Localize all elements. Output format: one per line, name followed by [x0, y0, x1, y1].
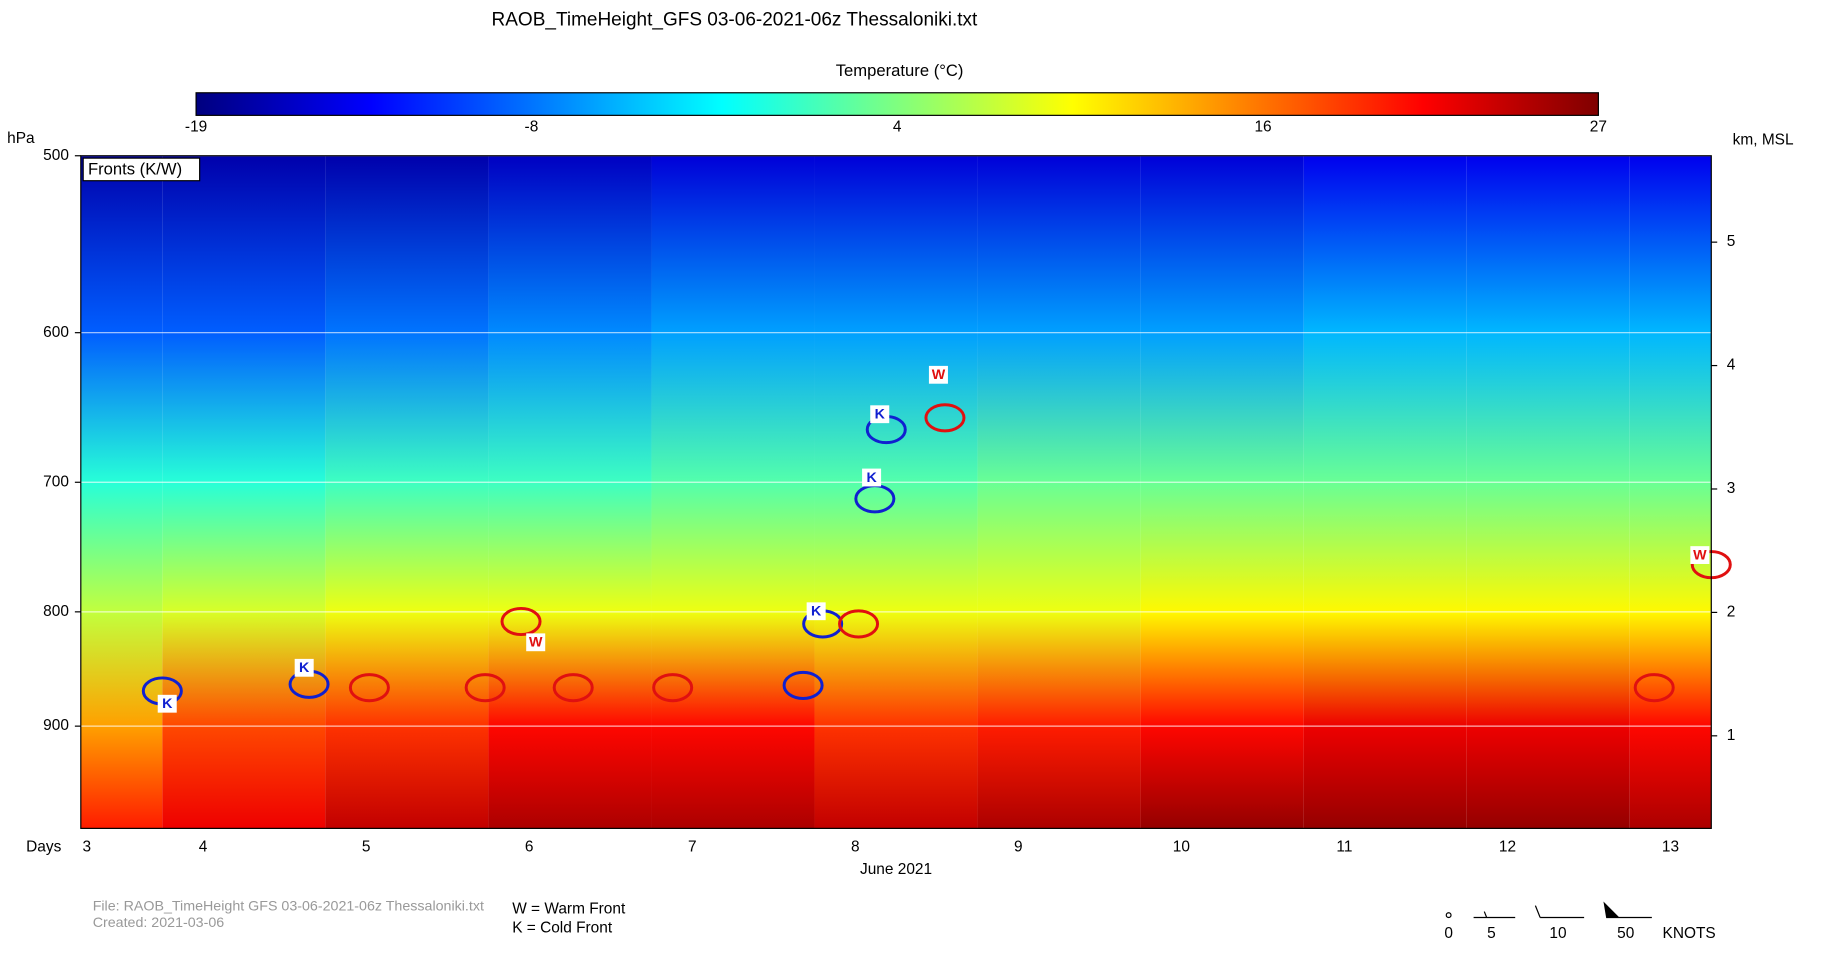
wind-key-unit: KNOTS: [1663, 925, 1716, 942]
x-tick-label: 7: [688, 838, 697, 855]
plot-frame: [80, 155, 1712, 829]
heat-column: [651, 155, 815, 829]
wind-key-label: 50: [1617, 925, 1634, 942]
front-contour: [552, 673, 594, 703]
front-label: K: [299, 660, 310, 676]
front-contour: [348, 673, 390, 703]
x-tick-label: 13: [1662, 838, 1679, 855]
colorbar-tick-label: -8: [525, 118, 539, 135]
y2-tick-label: 4: [1727, 357, 1736, 374]
front-label-box: [928, 365, 948, 384]
y2-axis-label: km, MSL: [1733, 131, 1794, 148]
heat-column: [814, 155, 978, 829]
front-contour: [652, 673, 694, 703]
front-label: W: [1693, 547, 1707, 563]
wind-key-icons: [1445, 901, 1652, 919]
x-sublabel: June 2021: [860, 861, 932, 878]
x-tick-label: 8: [851, 838, 860, 855]
front-label: W: [529, 635, 543, 651]
front-label: K: [811, 604, 822, 620]
colorbar-label: Temperature (°C): [836, 61, 964, 80]
wind-key-label: 0: [1444, 925, 1453, 942]
x-tick-label: 6: [525, 838, 534, 855]
heatmap: [80, 155, 1712, 829]
front-contour: [500, 606, 542, 637]
y-axis-label: hPa: [7, 130, 35, 147]
legend-title: Fronts (K/W): [88, 159, 182, 178]
front-label: K: [162, 696, 173, 712]
front-label-box: [1690, 546, 1710, 564]
x-tick-label: 10: [1173, 838, 1190, 855]
colorbar-tick-label: 16: [1254, 118, 1271, 135]
front-label: K: [866, 470, 877, 486]
front-contour: [838, 609, 880, 639]
x-tick-label: 9: [1014, 838, 1023, 855]
front-label: K: [875, 407, 886, 423]
front-contour: [782, 670, 824, 700]
y-tick-label: 900: [43, 717, 69, 734]
heat-column: [162, 155, 326, 829]
x-tick-label: 4: [199, 838, 208, 855]
front-label-box: [806, 602, 826, 621]
y2-tick-label: 5: [1727, 233, 1736, 250]
legend-cold: K = Cold Front: [512, 919, 613, 936]
footer-created: Created: 2021-03-06: [93, 915, 225, 931]
y-tick-label: 500: [43, 147, 69, 164]
front-contour: [1633, 673, 1675, 703]
legend-warm: W = Warm Front: [512, 900, 626, 917]
overlay: K K W K K K W W Fronts (K/W): [74, 155, 1732, 829]
y2-tick-label: 1: [1727, 727, 1736, 744]
front-label-box: [870, 405, 890, 424]
heat-column: [1466, 155, 1630, 829]
heat-column: [1629, 155, 1712, 829]
colorbar-tick-label: 27: [1590, 118, 1607, 135]
heat-column: [325, 155, 489, 829]
x-tick-label: 5: [362, 838, 371, 855]
wind-key-label: 10: [1549, 925, 1566, 942]
x-axis-label: Days: [26, 838, 61, 855]
front-label-box: [157, 694, 177, 713]
wind-key-label: 5: [1487, 925, 1496, 942]
chart-title: RAOB_TimeHeight_GFS 03-06-2021-06z Thess…: [492, 9, 979, 30]
heat-column: [488, 155, 652, 829]
colorbar: [195, 92, 1599, 116]
legend-box: [82, 157, 201, 182]
footer-file: File: RAOB_TimeHeight GFS 03-06-2021-06z…: [93, 899, 484, 915]
front-contour: [924, 403, 966, 433]
y2-tick-label: 3: [1727, 480, 1736, 497]
heat-column: [977, 155, 1141, 829]
front-label: W: [932, 367, 946, 383]
colorbar-tick-label: 4: [893, 118, 902, 135]
x-tick-label: 11: [1336, 838, 1352, 855]
front-label-box: [862, 468, 882, 487]
front-label-box: [526, 633, 546, 652]
heat-column: [1303, 155, 1467, 829]
y2-tick-label: 2: [1727, 603, 1736, 620]
y-tick-label: 800: [43, 603, 69, 620]
colorbar-tick-label: -19: [185, 118, 207, 135]
front-contour: [464, 673, 506, 703]
x-tick-label: 3: [82, 838, 91, 855]
heat-column: [80, 155, 163, 829]
heat-column: [1140, 155, 1304, 829]
front-label-box: [294, 658, 314, 677]
y-tick-label: 600: [43, 324, 69, 341]
y-tick-label: 700: [43, 473, 69, 490]
x-tick-label: 12: [1499, 838, 1516, 855]
